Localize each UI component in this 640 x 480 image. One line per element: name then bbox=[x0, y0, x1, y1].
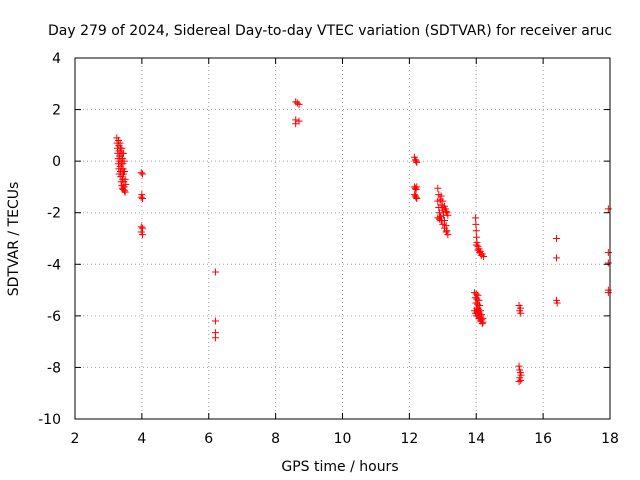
data-point bbox=[435, 215, 443, 223]
data-point bbox=[122, 180, 130, 188]
data-point bbox=[120, 167, 128, 175]
data-point bbox=[474, 291, 482, 299]
x-tick-label: 14 bbox=[467, 431, 485, 447]
x-tick-label: 18 bbox=[601, 431, 619, 447]
data-point bbox=[476, 302, 484, 310]
x-tick-label: 6 bbox=[204, 431, 213, 447]
data-point bbox=[117, 178, 125, 186]
data-point bbox=[435, 209, 443, 217]
data-point bbox=[137, 193, 145, 201]
data-point bbox=[412, 193, 420, 201]
data-point bbox=[137, 169, 145, 177]
x-tick-label: 8 bbox=[271, 431, 280, 447]
y-tick-label: -6 bbox=[47, 309, 61, 325]
data-point bbox=[517, 309, 525, 317]
data-point bbox=[439, 197, 447, 205]
data-point bbox=[139, 231, 147, 239]
data-point bbox=[437, 216, 445, 224]
data-point bbox=[553, 299, 561, 307]
data-point bbox=[443, 209, 451, 217]
data-point bbox=[472, 214, 480, 222]
data-point bbox=[472, 227, 480, 235]
data-point bbox=[515, 362, 523, 370]
data-point bbox=[293, 99, 301, 107]
data-point bbox=[120, 187, 128, 195]
data-point bbox=[119, 149, 127, 157]
y-tick-label: -10 bbox=[38, 412, 61, 428]
data-point bbox=[477, 251, 485, 259]
data-point bbox=[472, 290, 480, 298]
data-point bbox=[553, 254, 560, 262]
data-point bbox=[412, 157, 420, 165]
data-points bbox=[113, 98, 612, 386]
y-axis-label: SDTVAR / TECUs bbox=[6, 182, 22, 297]
data-point bbox=[434, 184, 442, 192]
y-tick-labels: -10 -8 -6 -4 -2 0 2 4 bbox=[38, 51, 61, 428]
data-point bbox=[413, 158, 421, 166]
data-point bbox=[139, 170, 147, 178]
data-point bbox=[553, 235, 560, 242]
chart-title: Day 279 of 2024, Sidereal Day-to-day VTE… bbox=[48, 23, 612, 39]
data-point bbox=[478, 311, 486, 319]
data-point bbox=[121, 175, 129, 183]
y-tick-label: -8 bbox=[47, 360, 61, 376]
x-tick-labels: 2 4 6 8 10 12 14 16 18 bbox=[71, 431, 619, 447]
data-point bbox=[472, 220, 480, 228]
data-point bbox=[292, 120, 300, 128]
data-point bbox=[517, 376, 525, 384]
data-point bbox=[475, 296, 483, 304]
data-point bbox=[211, 317, 219, 325]
data-point bbox=[413, 195, 421, 203]
data-point bbox=[515, 378, 523, 386]
x-tick-label: 10 bbox=[334, 431, 352, 447]
data-point bbox=[444, 231, 452, 239]
data-point bbox=[139, 195, 147, 203]
y-tick-label: -2 bbox=[47, 206, 61, 222]
x-tick-label: 4 bbox=[137, 431, 146, 447]
data-point bbox=[295, 100, 303, 108]
y-tick-label: 0 bbox=[52, 154, 61, 170]
data-point bbox=[439, 220, 447, 228]
data-point bbox=[477, 307, 485, 315]
data-point bbox=[437, 192, 445, 200]
data-point bbox=[478, 320, 486, 328]
data-point bbox=[604, 205, 612, 213]
data-point bbox=[120, 157, 128, 165]
data-point bbox=[472, 241, 480, 249]
y-tick-label: 4 bbox=[52, 51, 61, 67]
data-point bbox=[604, 289, 612, 297]
data-point bbox=[139, 224, 147, 232]
y-tick-label: 2 bbox=[52, 103, 61, 119]
data-point bbox=[413, 183, 421, 191]
data-point bbox=[604, 249, 612, 257]
data-point bbox=[472, 312, 480, 320]
x-tick-label: 16 bbox=[534, 431, 552, 447]
axis-ticks bbox=[74, 57, 611, 420]
data-point bbox=[441, 205, 449, 213]
data-point bbox=[211, 334, 219, 342]
data-point bbox=[121, 188, 129, 196]
x-tick-label: 12 bbox=[400, 431, 418, 447]
data-point bbox=[479, 314, 487, 322]
data-point bbox=[440, 224, 448, 232]
y-tick-label: -4 bbox=[47, 257, 61, 273]
x-tick-label: 2 bbox=[71, 431, 80, 447]
data-point bbox=[411, 184, 419, 192]
data-point bbox=[604, 259, 612, 267]
x-axis-label: GPS time / hours bbox=[281, 459, 398, 475]
data-point bbox=[211, 268, 219, 276]
